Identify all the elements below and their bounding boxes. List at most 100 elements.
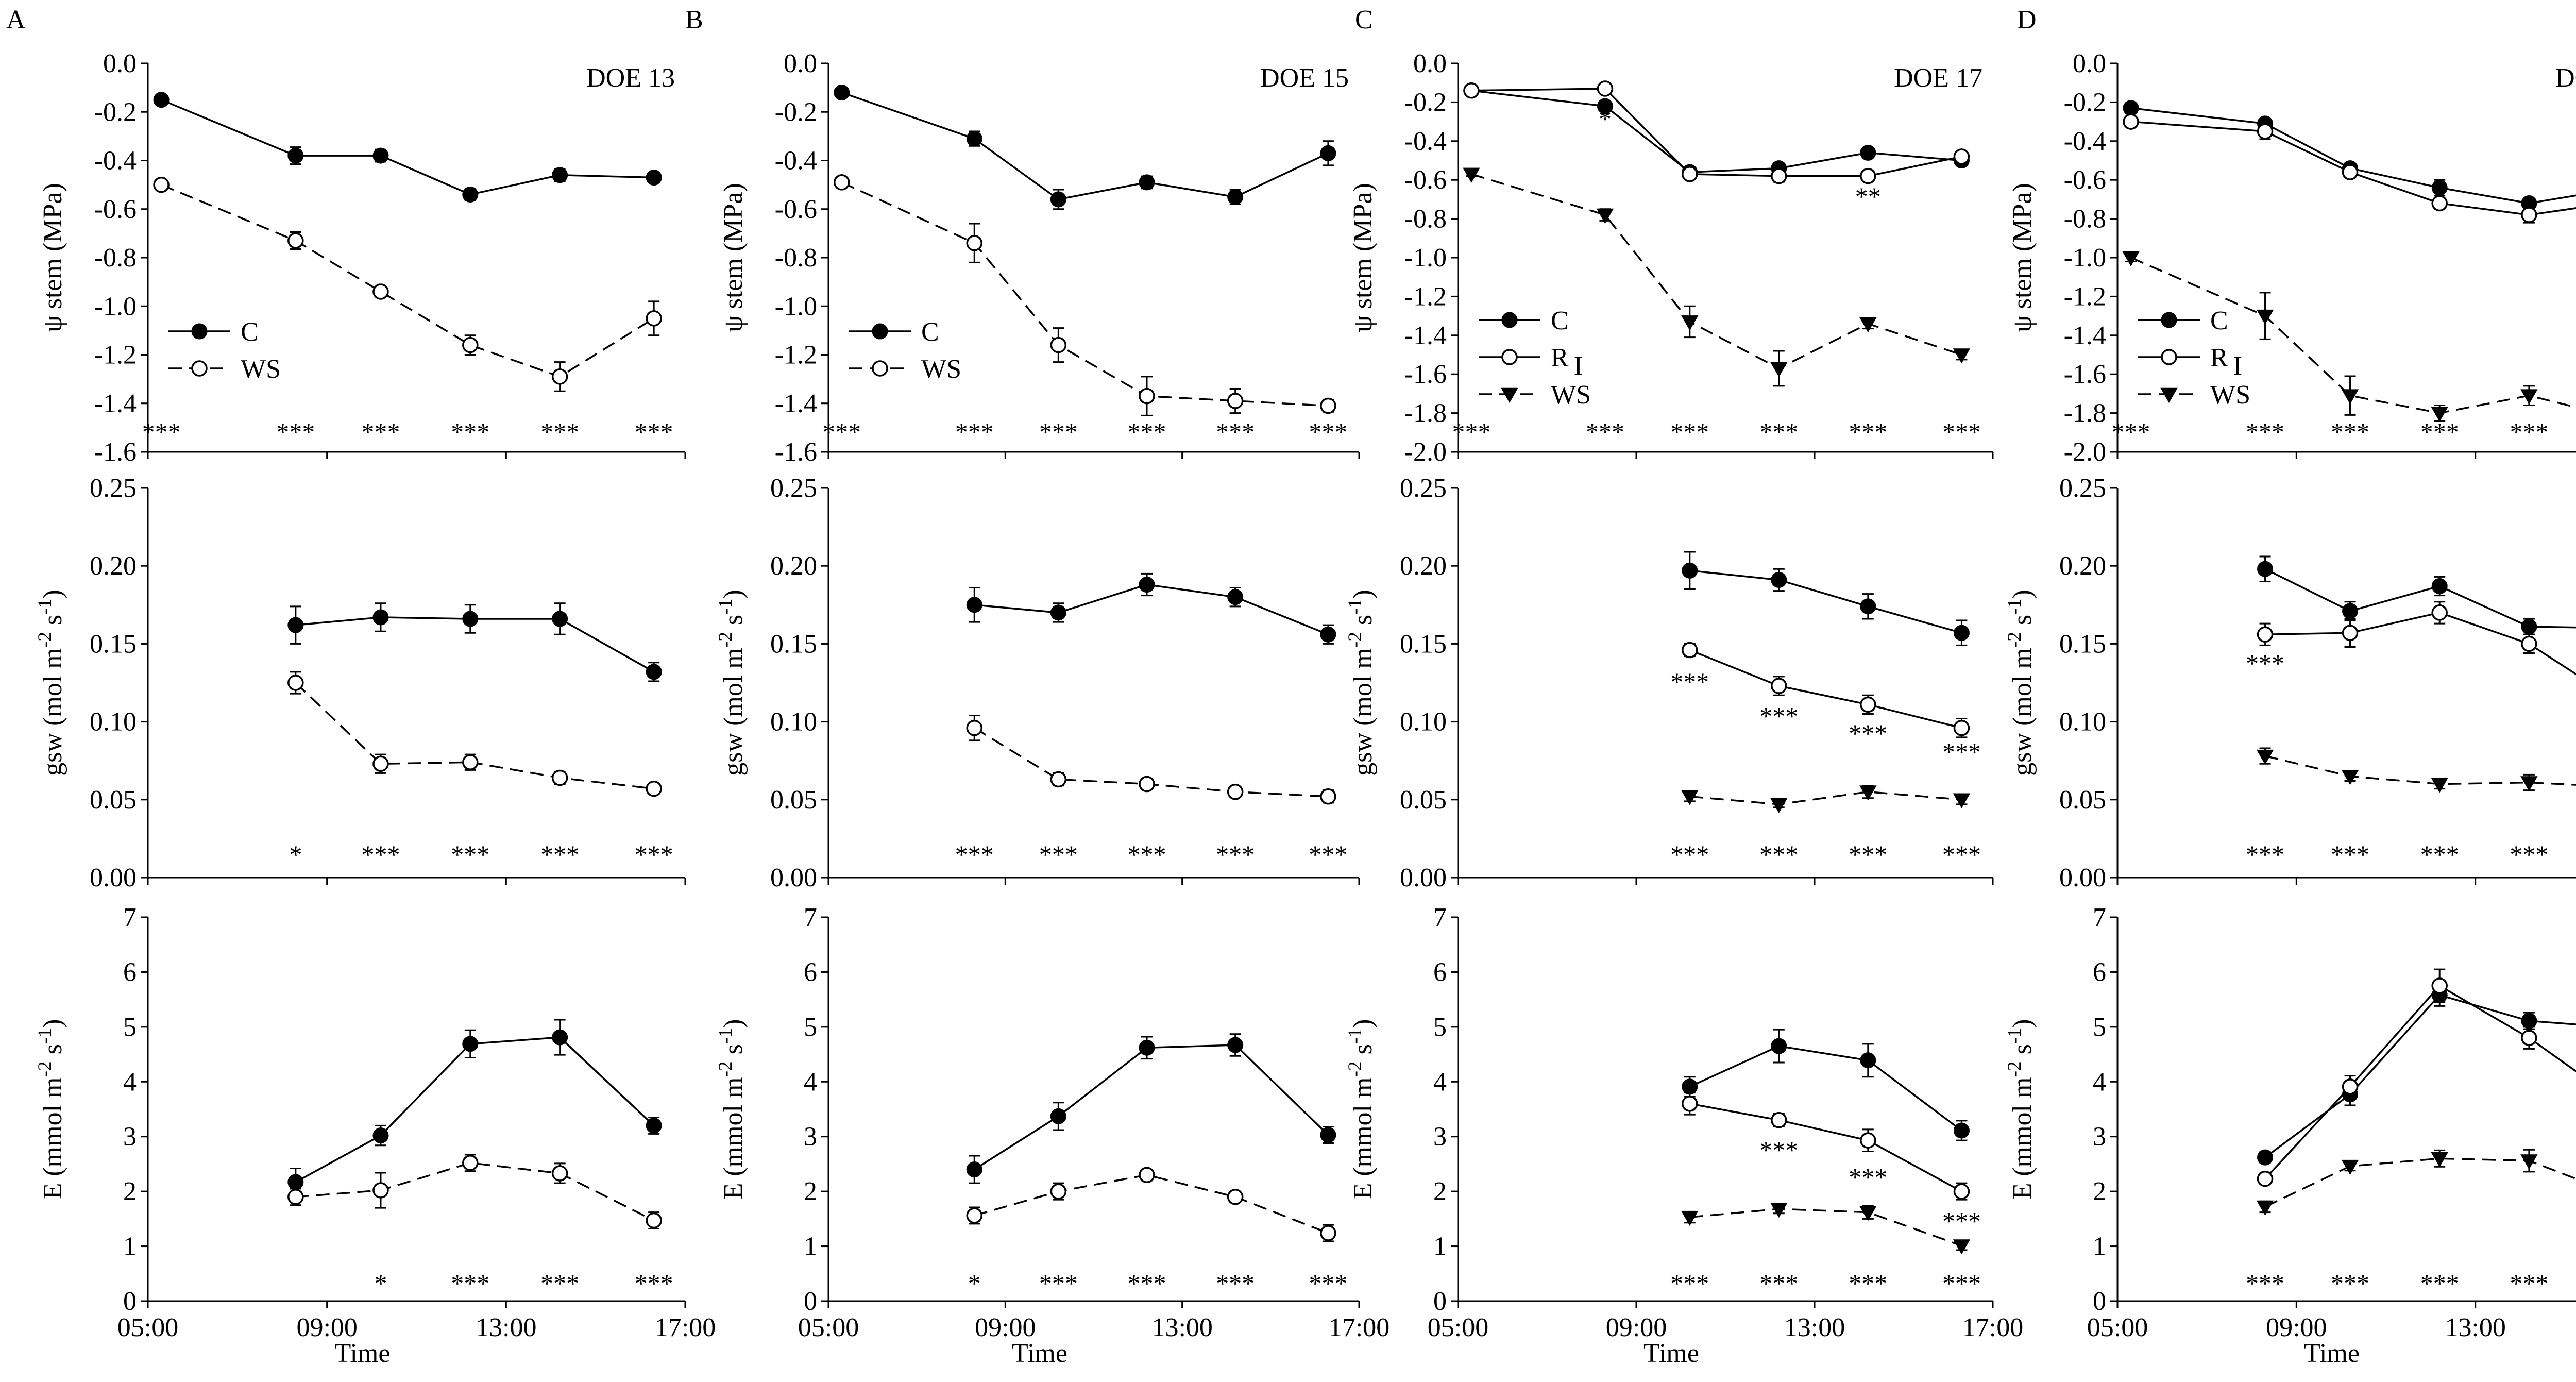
- y-tick-label: 4: [2093, 1067, 2106, 1097]
- y-tick-label: 0: [2093, 1287, 2106, 1316]
- significance-label: ***: [2331, 1269, 2369, 1297]
- legend-label: WS: [921, 355, 961, 384]
- series-line: [1471, 90, 1962, 173]
- y-tick-label: 3: [123, 1122, 137, 1152]
- x-tick-label: 13:00: [476, 1313, 536, 1342]
- significance-label: ***: [822, 417, 861, 446]
- data-point: [153, 92, 170, 108]
- significance-label: ***: [2510, 1269, 2548, 1297]
- data-point: [1859, 317, 1877, 333]
- significance-label: ***: [1039, 417, 1078, 446]
- data-point: [2431, 179, 2448, 196]
- y-tick-label: -1.2: [775, 341, 817, 370]
- data-point: [1139, 387, 1155, 405]
- legend-label: WS: [2210, 380, 2250, 410]
- significance-label: ***: [1942, 1207, 1981, 1236]
- x-tick-label: 13:00: [1784, 1313, 1845, 1342]
- data-point: [1050, 1108, 1066, 1124]
- legend-label: C: [1551, 306, 1569, 335]
- x-tick-label: 17:00: [1329, 1313, 1389, 1342]
- chart-c-psi: -2.0 -1.8 -1.6 -1.4 -1.2 -1.0 -0.8 -0.6 -0.4 -0.2…: [1348, 49, 1994, 467]
- chart-c-E: 0 1 2 3 4 5 6 7 05:00 09:00 13:00 17:00 Time E (mmol …: [1345, 903, 2024, 1368]
- data-point: [372, 283, 389, 300]
- series-ws: [1463, 167, 1971, 387]
- data-point: [372, 755, 389, 772]
- significance-label: ***: [635, 840, 673, 869]
- y-tick-label: -1.4: [2064, 321, 2106, 350]
- data-point: [1953, 1239, 1971, 1255]
- significance-label: ***: [1759, 840, 1798, 869]
- data-point: [2342, 164, 2359, 180]
- y-tick-label: -0.4: [775, 146, 817, 176]
- significance-label: ***: [540, 1269, 579, 1297]
- y-axis-label: gsw (mol m-2 s-1): [1345, 589, 1378, 776]
- data-point: [2431, 578, 2448, 595]
- data-point: [2257, 1149, 2274, 1166]
- significance-label: ***: [1759, 1269, 1798, 1297]
- data-point: [1501, 312, 1518, 328]
- data-point: [1501, 387, 1518, 403]
- data-point: [1320, 397, 1336, 414]
- data-point: [646, 1212, 662, 1229]
- legend-label: WS: [241, 355, 281, 384]
- legend-label: C: [241, 317, 259, 347]
- data-point: [552, 167, 568, 183]
- data-point: [1139, 1039, 1155, 1056]
- data-point: [966, 1161, 982, 1178]
- significance-label: ***: [2420, 1269, 2459, 1297]
- y-tick-label: -0.6: [94, 195, 137, 224]
- y-tick-label: 0.15: [90, 629, 137, 659]
- series-line: [1689, 649, 1962, 729]
- data-point: [2256, 309, 2274, 325]
- series-c: [834, 85, 1336, 210]
- y-tick-label: 0.10: [2059, 707, 2106, 737]
- y-tick-label: -1.6: [775, 437, 817, 467]
- y-tick-label: -0.6: [1404, 165, 1447, 195]
- series-line: [2130, 121, 2576, 216]
- y-axis-label: gsw (mol m-2 s-1): [2004, 589, 2038, 776]
- data-point: [1050, 191, 1066, 208]
- data-point: [2161, 312, 2177, 328]
- data-point: [1953, 793, 1971, 808]
- x-axis-label: Time: [1012, 1339, 1067, 1368]
- chart-d-gsw: 0.00 0.05 0.10 0.15 0.20 0.25 gsw (mol m-2 s-1…: [2004, 474, 2576, 892]
- series-ws: [287, 671, 662, 797]
- data-point: [552, 611, 568, 627]
- series-c: [287, 602, 662, 682]
- data-point: [646, 1117, 662, 1134]
- data-point: [1227, 189, 1244, 205]
- series-c: [1682, 1029, 1970, 1141]
- y-tick-label: 1: [1433, 1232, 1447, 1261]
- data-point: [966, 1207, 982, 1224]
- significance-label: ***: [2331, 417, 2369, 446]
- significance-label: ***: [1942, 417, 1981, 446]
- significance-label: ***: [361, 840, 400, 869]
- y-tick-label: 0.20: [770, 551, 817, 581]
- data-point: [2521, 207, 2537, 223]
- series-line: [1689, 569, 1962, 634]
- data-point: [1860, 1052, 1876, 1069]
- y-tick-label: 5: [1433, 1013, 1447, 1042]
- y-tick-label: 0: [804, 1287, 817, 1316]
- y-tick-label: 2: [1433, 1177, 1447, 1206]
- data-point: [966, 234, 982, 251]
- series-c: [1463, 82, 1970, 180]
- data-point: [1953, 148, 1970, 165]
- significance-label: ***: [2246, 840, 2284, 869]
- y-tick-label: 0.0: [103, 49, 137, 78]
- significance-label: ***: [1849, 719, 1887, 748]
- data-point: [1953, 625, 1970, 641]
- series-line: [1689, 1103, 1962, 1192]
- series-ws: [834, 174, 1336, 416]
- data-point: [1320, 626, 1336, 643]
- y-tick-label: 6: [2093, 957, 2106, 987]
- data-point: [1859, 1206, 1877, 1221]
- x-tick-label: 13:00: [2445, 1313, 2505, 1342]
- y-axis-label: ψ stem (MPa): [38, 183, 67, 332]
- data-point: [2431, 604, 2448, 621]
- y-tick-label: -1.0: [775, 292, 817, 321]
- data-point: [462, 1036, 479, 1052]
- data-point: [287, 617, 304, 633]
- y-tick-label: 6: [804, 957, 817, 987]
